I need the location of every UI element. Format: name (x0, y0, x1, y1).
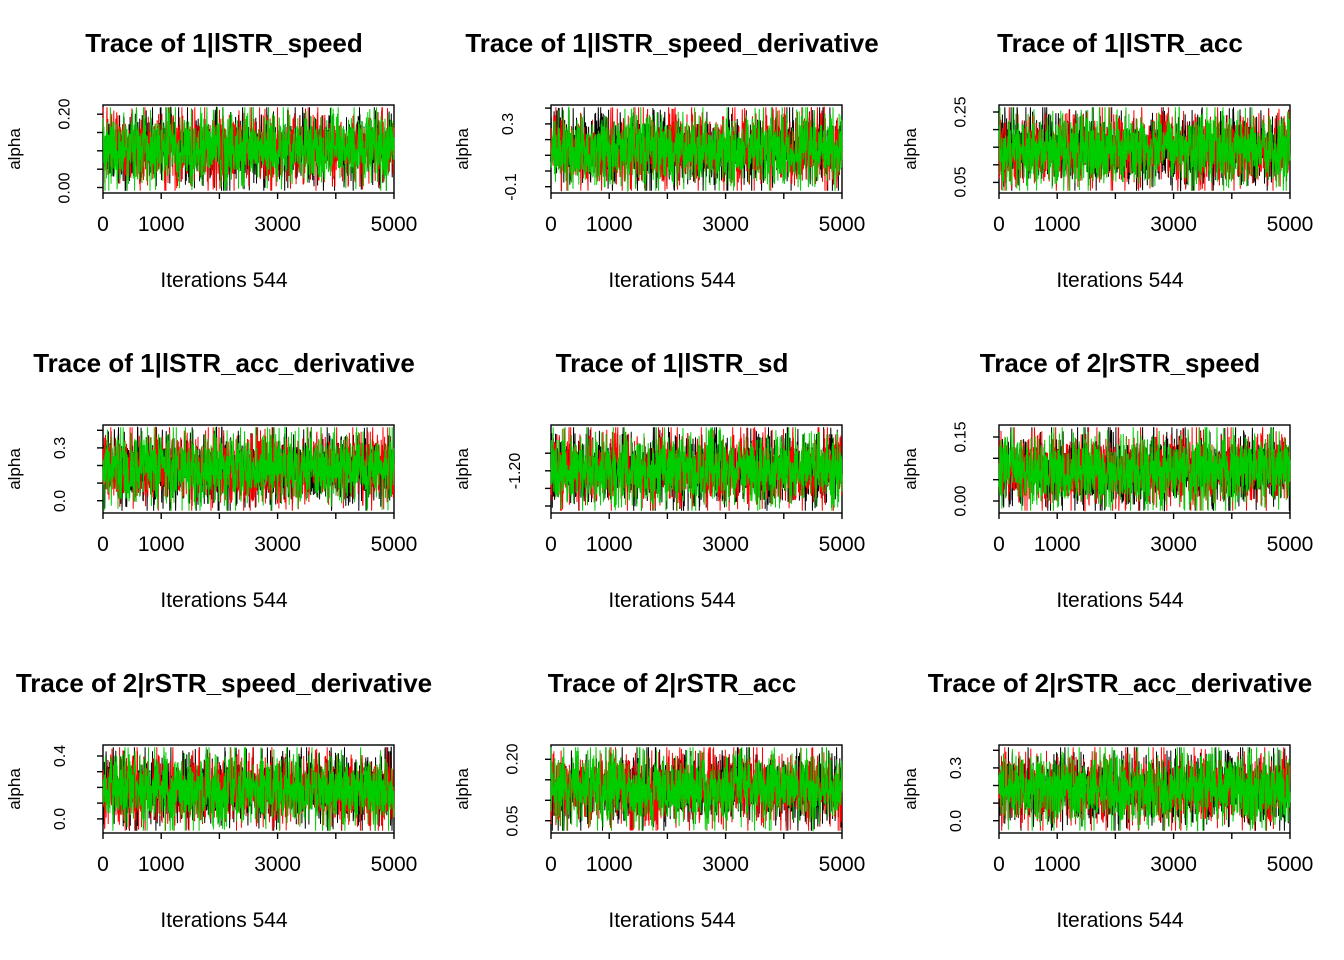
svg-text:3000: 3000 (254, 853, 301, 876)
svg-text:3000: 3000 (1150, 853, 1197, 876)
svg-text:3000: 3000 (702, 533, 749, 556)
svg-text:3000: 3000 (1150, 533, 1197, 556)
svg-text:3000: 3000 (702, 213, 749, 236)
svg-text:5000: 5000 (819, 533, 866, 556)
svg-text:1000: 1000 (138, 853, 185, 876)
svg-text:5000: 5000 (819, 213, 866, 236)
svg-text:3000: 3000 (702, 853, 749, 876)
svg-text:0: 0 (97, 213, 109, 236)
svg-text:5000: 5000 (1267, 213, 1314, 236)
svg-text:0: 0 (993, 213, 1005, 236)
svg-text:1000: 1000 (586, 533, 633, 556)
svg-text:3000: 3000 (1150, 213, 1197, 236)
svg-text:0: 0 (545, 213, 557, 236)
svg-text:5000: 5000 (371, 853, 418, 876)
svg-text:1000: 1000 (138, 213, 185, 236)
svg-text:0: 0 (545, 533, 557, 556)
svg-text:3000: 3000 (254, 533, 301, 556)
svg-text:5000: 5000 (1267, 853, 1314, 876)
svg-text:5000: 5000 (1267, 533, 1314, 556)
svg-text:3000: 3000 (254, 213, 301, 236)
svg-text:1000: 1000 (586, 213, 633, 236)
svg-text:5000: 5000 (371, 213, 418, 236)
svg-text:1000: 1000 (1034, 853, 1081, 876)
svg-text:0: 0 (993, 533, 1005, 556)
svg-text:1000: 1000 (138, 533, 185, 556)
svg-text:5000: 5000 (819, 853, 866, 876)
svg-text:0: 0 (993, 853, 1005, 876)
svg-text:5000: 5000 (371, 533, 418, 556)
svg-text:1000: 1000 (1034, 213, 1081, 236)
svg-text:0: 0 (545, 853, 557, 876)
svg-text:1000: 1000 (586, 853, 633, 876)
svg-text:0: 0 (97, 533, 109, 556)
svg-text:0: 0 (97, 853, 109, 876)
svg-text:1000: 1000 (1034, 533, 1081, 556)
